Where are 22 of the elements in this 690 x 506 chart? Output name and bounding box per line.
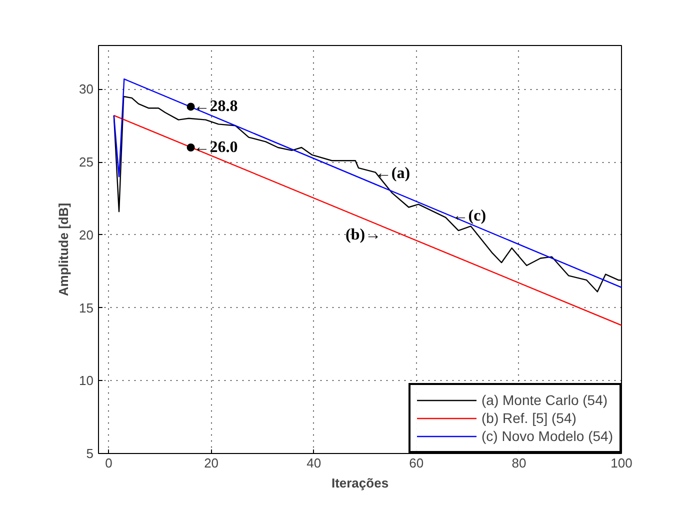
y-tick-label: 10 xyxy=(79,373,94,388)
y-axis-title: Amplitude [dB] xyxy=(56,202,72,296)
x-tick-label: 40 xyxy=(306,456,322,470)
x-axis-title: Iterações xyxy=(331,476,389,490)
annotation: ←28.8 xyxy=(194,98,238,116)
y-tick-label: 30 xyxy=(79,82,94,97)
x-tick-label: 60 xyxy=(409,456,424,470)
y-tick-label: 15 xyxy=(79,300,94,316)
annotation: (b)→ xyxy=(346,226,382,244)
legend-label: (a) Monte Carlo (54) xyxy=(482,391,608,409)
x-tick-label: 100 xyxy=(610,456,632,470)
x-tick-label: 0 xyxy=(105,456,112,470)
annotation: ←26.0 xyxy=(194,139,238,156)
legend-label: (c) Novo Modelo (54) xyxy=(482,427,613,445)
y-tick-label: 5 xyxy=(86,446,94,461)
y-tick-label: 20 xyxy=(79,227,94,242)
annotation: ←(a) xyxy=(375,165,410,182)
y-tick-label: 25 xyxy=(79,154,94,170)
x-tick-label: 80 xyxy=(512,456,526,470)
annotation: ←(c) xyxy=(452,207,486,224)
legend-label: (b) Ref. [5] (54) xyxy=(482,409,576,427)
x-tick-label: 20 xyxy=(204,456,219,470)
